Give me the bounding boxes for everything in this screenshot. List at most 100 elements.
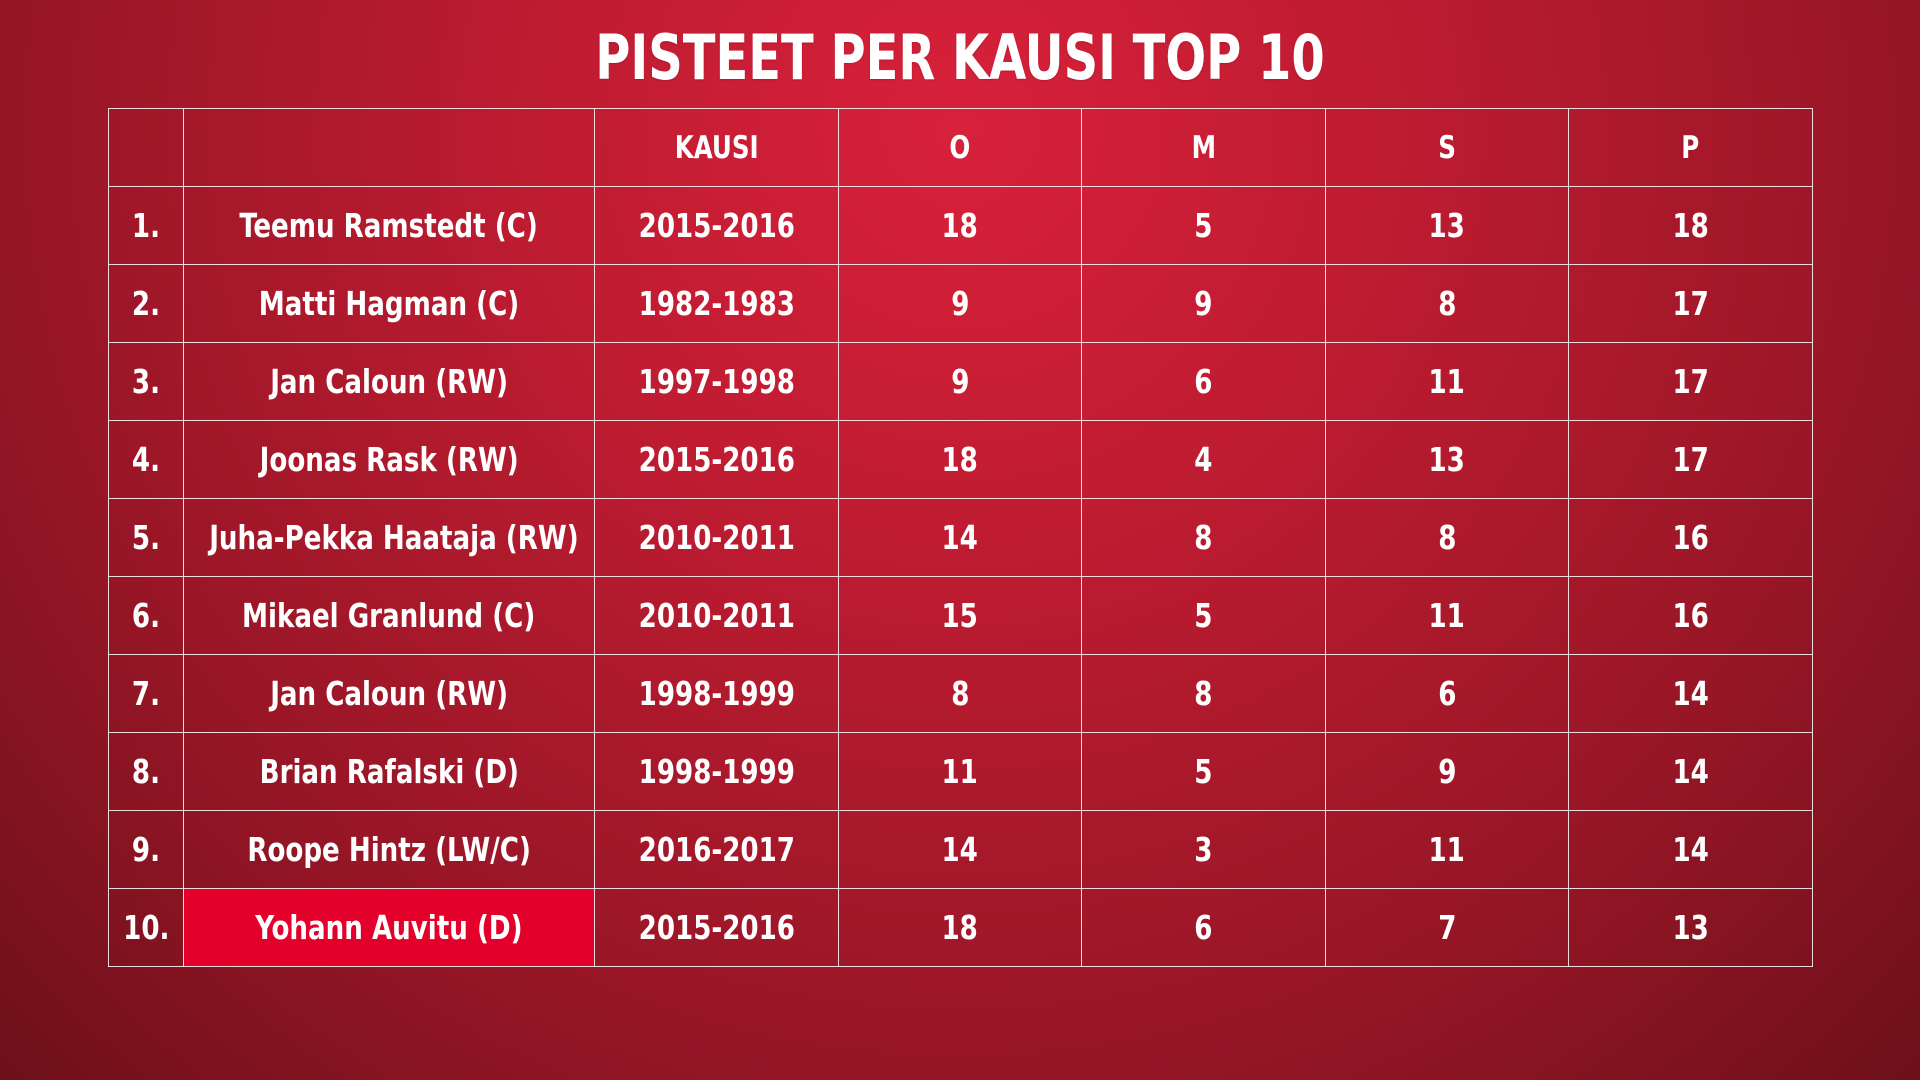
header-points-label: P bbox=[1681, 129, 1700, 166]
season-cell-text: 1997-1998 bbox=[638, 362, 795, 401]
games-cell: 15 bbox=[838, 576, 1082, 655]
assists-cell-text: 7 bbox=[1437, 908, 1457, 947]
games-cell: 14 bbox=[838, 810, 1082, 889]
goals-cell: 3 bbox=[1081, 810, 1326, 889]
player-cell-text: Joonas Rask (RW) bbox=[259, 440, 519, 479]
goals-cell: 5 bbox=[1081, 186, 1326, 265]
rank-cell: 1. bbox=[108, 186, 184, 265]
table-row: 9. Roope Hintz (LW/C) 2016-2017 14 3 11 14 bbox=[108, 810, 1813, 889]
assists-cell: 9 bbox=[1325, 732, 1569, 811]
games-cell: 18 bbox=[838, 888, 1082, 967]
points-cell: 17 bbox=[1568, 342, 1813, 421]
season-cell-text: 1982-1983 bbox=[638, 284, 795, 323]
assists-cell-text: 9 bbox=[1437, 752, 1457, 791]
season-cell: 1982-1983 bbox=[594, 264, 839, 343]
table-row: 1. Teemu Ramstedt (C) 2015-2016 18 5 13 18 bbox=[108, 186, 1813, 265]
points-cell: 14 bbox=[1568, 810, 1813, 889]
season-cell-text: 2015-2016 bbox=[638, 206, 795, 245]
goals-cell: 5 bbox=[1081, 576, 1326, 655]
rank-cell: 10. bbox=[108, 888, 184, 967]
rank-cell-text: 10. bbox=[122, 908, 170, 947]
games-cell-text: 14 bbox=[941, 830, 979, 869]
goals-cell: 4 bbox=[1081, 420, 1326, 499]
points-cell-text: 17 bbox=[1672, 284, 1709, 323]
season-cell: 1997-1998 bbox=[594, 342, 839, 421]
player-cell: Matti Hagman (C) bbox=[183, 264, 595, 343]
header-goals: M bbox=[1081, 108, 1326, 187]
points-cell: 16 bbox=[1568, 576, 1813, 655]
rank-cell: 9. bbox=[108, 810, 184, 889]
table-row: 3. Jan Caloun (RW) 1997-1998 9 6 11 17 bbox=[108, 342, 1813, 421]
goals-cell-text: 5 bbox=[1194, 752, 1213, 791]
games-cell: 18 bbox=[838, 186, 1082, 265]
points-cell: 16 bbox=[1568, 498, 1813, 577]
season-cell: 2015-2016 bbox=[594, 888, 839, 967]
player-cell-text: Roope Hintz (LW/C) bbox=[247, 830, 531, 869]
goals-cell: 9 bbox=[1081, 264, 1326, 343]
season-cell: 1998-1999 bbox=[594, 732, 839, 811]
table-row: 2. Matti Hagman (C) 1982-1983 9 9 8 17 bbox=[108, 264, 1813, 343]
games-cell-text: 18 bbox=[941, 440, 979, 479]
header-assists-label: S bbox=[1438, 129, 1456, 166]
goals-cell: 6 bbox=[1081, 342, 1326, 421]
player-cell-text: Juha-Pekka Haataja (RW) bbox=[209, 518, 579, 557]
goals-cell-text: 8 bbox=[1194, 518, 1213, 557]
rank-cell: 4. bbox=[108, 420, 184, 499]
table-row: 6. Mikael Granlund (C) 2010-2011 15 5 11 16 bbox=[108, 576, 1813, 655]
assists-cell: 6 bbox=[1325, 654, 1569, 733]
games-cell-text: 18 bbox=[941, 206, 979, 245]
points-cell-text: 16 bbox=[1672, 518, 1709, 557]
player-cell: Teemu Ramstedt (C) bbox=[183, 186, 595, 265]
games-cell: 14 bbox=[838, 498, 1082, 577]
rank-cell-text: 3. bbox=[131, 362, 161, 401]
header-rank bbox=[108, 108, 184, 187]
points-cell-text: 14 bbox=[1672, 752, 1709, 791]
header-player bbox=[183, 108, 595, 187]
assists-cell: 11 bbox=[1325, 810, 1569, 889]
player-cell-text: Jan Caloun (RW) bbox=[270, 362, 508, 401]
rank-cell-text: 7. bbox=[131, 674, 161, 713]
assists-cell: 7 bbox=[1325, 888, 1569, 967]
player-cell: Roope Hintz (LW/C) bbox=[183, 810, 595, 889]
player-cell-text: Jan Caloun (RW) bbox=[270, 674, 508, 713]
goals-cell: 8 bbox=[1081, 498, 1326, 577]
header-season: KAUSI bbox=[594, 108, 839, 187]
rank-cell-text: 8. bbox=[131, 752, 161, 791]
rank-cell: 2. bbox=[108, 264, 184, 343]
assists-cell: 13 bbox=[1325, 420, 1569, 499]
games-cell-text: 9 bbox=[950, 362, 970, 401]
season-cell: 2010-2011 bbox=[594, 576, 839, 655]
table-row: 5. Juha-Pekka Haataja (RW) 2010-2011 14 8 8 16 bbox=[108, 498, 1813, 577]
games-cell-text: 18 bbox=[941, 908, 979, 947]
rank-cell-text: 4. bbox=[131, 440, 161, 479]
points-cell: 18 bbox=[1568, 186, 1813, 265]
games-cell: 11 bbox=[838, 732, 1082, 811]
assists-cell: 8 bbox=[1325, 498, 1569, 577]
assists-cell-text: 13 bbox=[1428, 206, 1466, 245]
games-cell: 8 bbox=[838, 654, 1082, 733]
points-cell: 14 bbox=[1568, 654, 1813, 733]
table-body: 1. Teemu Ramstedt (C) 2015-2016 18 5 13 18 2. Ma… bbox=[108, 186, 1813, 967]
points-cell-text: 17 bbox=[1672, 362, 1709, 401]
points-cell-text: 18 bbox=[1672, 206, 1709, 245]
points-cell-text: 17 bbox=[1672, 440, 1709, 479]
points-cell-text: 16 bbox=[1672, 596, 1709, 635]
games-cell: 9 bbox=[838, 264, 1082, 343]
season-cell: 2010-2011 bbox=[594, 498, 839, 577]
assists-cell-text: 11 bbox=[1428, 596, 1466, 635]
season-cell: 2015-2016 bbox=[594, 186, 839, 265]
points-cell: 13 bbox=[1568, 888, 1813, 967]
header-goals-label: M bbox=[1191, 129, 1216, 166]
table-row: 7. Jan Caloun (RW) 1998-1999 8 8 6 14 bbox=[108, 654, 1813, 733]
player-cell-text: Brian Rafalski (D) bbox=[259, 752, 519, 791]
assists-cell: 11 bbox=[1325, 342, 1569, 421]
goals-cell: 5 bbox=[1081, 732, 1326, 811]
rank-cell-text: 6. bbox=[131, 596, 161, 635]
rank-cell-text: 2. bbox=[131, 284, 161, 323]
rank-cell: 7. bbox=[108, 654, 184, 733]
points-cell: 17 bbox=[1568, 264, 1813, 343]
season-cell: 2016-2017 bbox=[594, 810, 839, 889]
table-row: 8. Brian Rafalski (D) 1998-1999 11 5 9 14 bbox=[108, 732, 1813, 811]
points-table: KAUSI O M S P 1. Teemu Ramstedt (C) 2015-2… bbox=[108, 108, 1813, 967]
player-cell-text: Matti Hagman (C) bbox=[258, 284, 520, 323]
